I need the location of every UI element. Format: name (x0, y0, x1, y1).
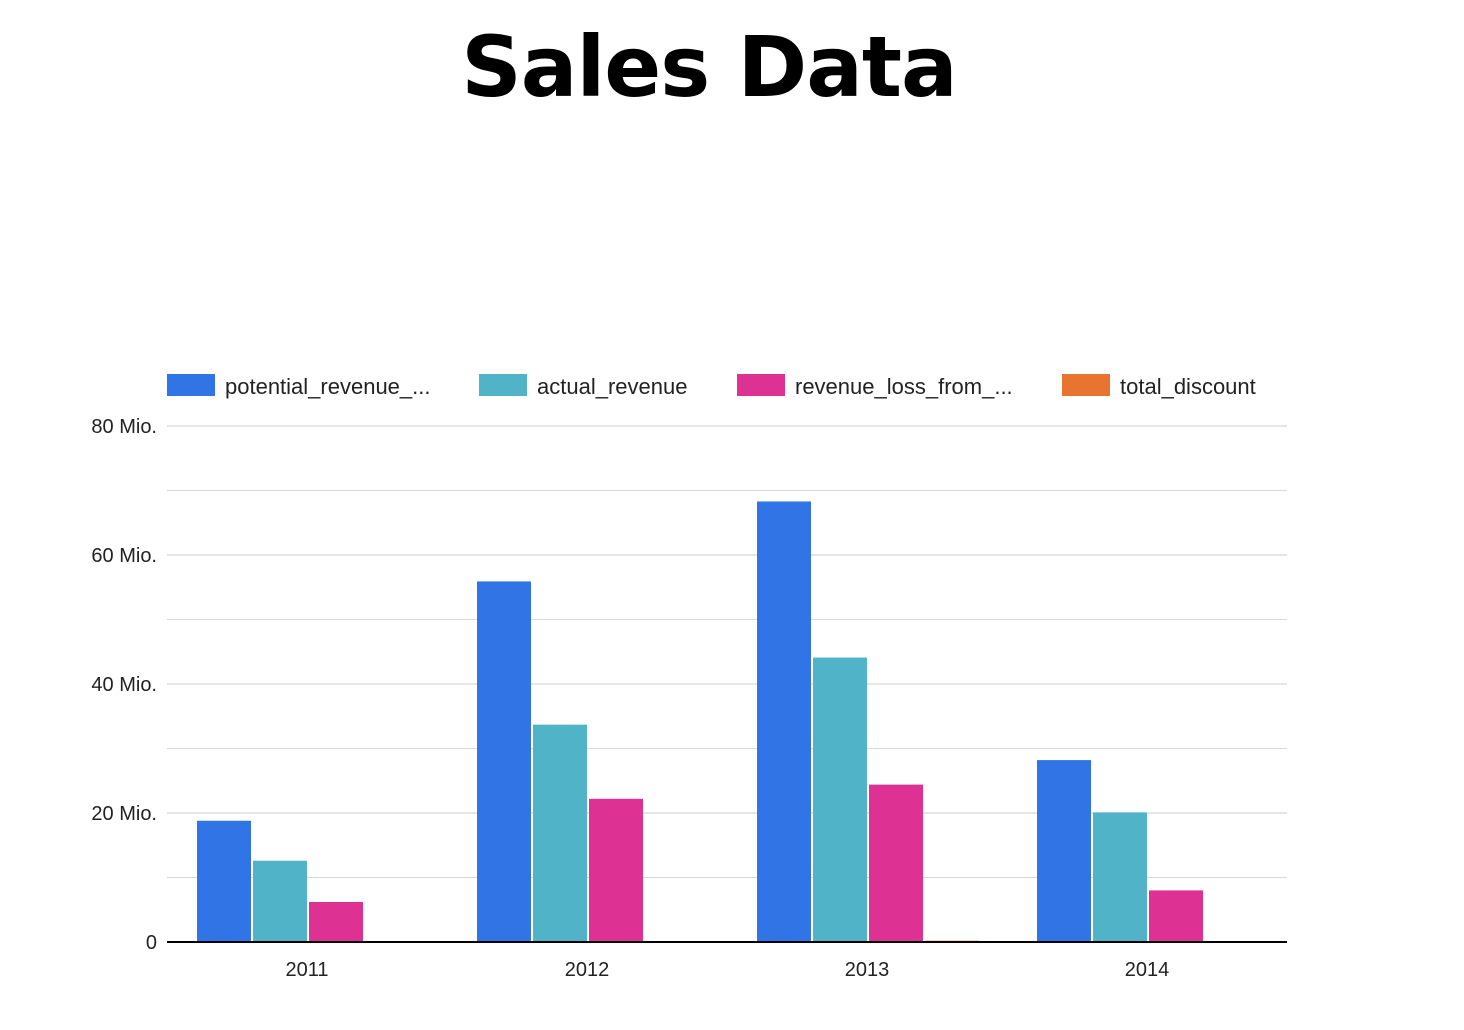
bars (197, 501, 1203, 942)
bar (1149, 890, 1203, 942)
x-tick-label: 2012 (565, 959, 610, 981)
bar (197, 820, 251, 942)
axes: 0 20 Mio. 40 Mio. 60 Mio. 80 Mio. 2011 2012 201… (91, 416, 1287, 981)
bar (813, 657, 867, 942)
bar (253, 860, 307, 942)
bar (477, 581, 531, 942)
chart-title: Sales Data (461, 18, 957, 116)
bar (757, 501, 811, 942)
x-tick-label: 2011 (285, 959, 328, 981)
x-tick-label: 2014 (1125, 959, 1170, 981)
legend-label: total_discount (1120, 374, 1256, 399)
bar (533, 724, 587, 942)
bar (869, 784, 923, 942)
legend-swatch (737, 374, 785, 396)
y-tick-label: 60 Mio. (91, 545, 157, 567)
legend-label: revenue_loss_from_... (795, 374, 1013, 399)
legend-label: potential_revenue_... (225, 374, 431, 399)
legend-swatch (167, 374, 215, 396)
x-tick-label: 2013 (845, 959, 890, 981)
y-tick-label: 40 Mio. (91, 674, 157, 696)
legend: potential_revenue_... actual_revenue reven… (167, 374, 1256, 399)
bar (589, 798, 643, 942)
bar (1037, 760, 1091, 942)
legend-label: actual_revenue (537, 374, 687, 399)
gridlines (167, 425, 1287, 878)
y-tick-label: 20 Mio. (91, 803, 157, 825)
legend-swatch (479, 374, 527, 396)
bar (1093, 812, 1147, 942)
bar (309, 902, 363, 942)
legend-swatch (1062, 374, 1110, 396)
y-tick-label: 80 Mio. (91, 416, 157, 438)
y-tick-label: 0 (146, 932, 157, 954)
